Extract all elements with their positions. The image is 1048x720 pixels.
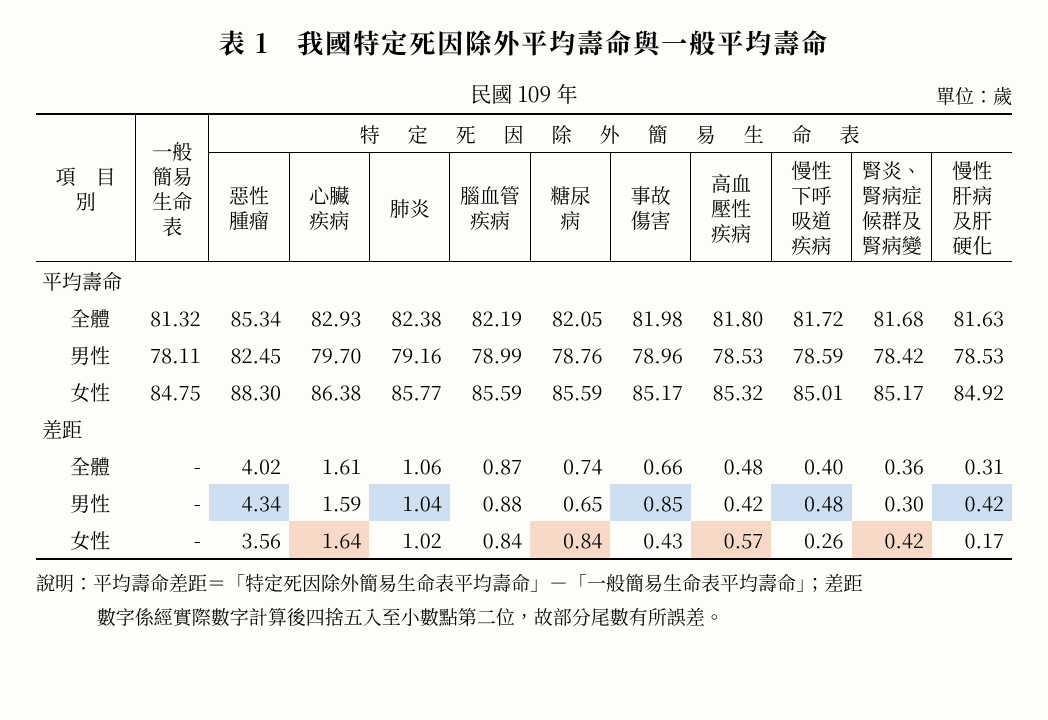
- gap-m-cell: 0.85: [610, 484, 690, 521]
- gap-m-cell: 0.30: [852, 484, 932, 521]
- cause-header: 肺炎: [369, 153, 449, 262]
- gap-f-cell: 0.84: [530, 521, 610, 559]
- rowhead-label: 項 目 別: [36, 114, 136, 262]
- life-all-cell: 81.98: [610, 299, 690, 336]
- cause-header: 糖尿 病: [530, 153, 610, 262]
- gap-f-label: 女性: [36, 521, 136, 559]
- life-all-cell: 82.19: [450, 299, 530, 336]
- gap-all-cell: 0.40: [771, 447, 851, 484]
- gap-m-cell: 0.65: [530, 484, 610, 521]
- gap-all-cell: 0.74: [530, 447, 610, 484]
- section-life: 平均壽命: [36, 262, 1012, 300]
- footnote: 說明：平均壽命差距＝「特定死因除外簡易生命表平均壽命」－「一般簡易生命表平均壽命…: [36, 566, 1012, 634]
- gap-f-cell: 0.42: [852, 521, 932, 559]
- gap-all-label: 全體: [36, 447, 136, 484]
- life-m-cell: 78.53: [932, 336, 1012, 373]
- life-all-cell: 81.32: [136, 299, 209, 336]
- gap-f-cell: 3.56: [209, 521, 289, 559]
- gap-m-cell: 4.34: [209, 484, 289, 521]
- life-all-cell: 85.34: [209, 299, 289, 336]
- life-f-cell: 85.17: [852, 373, 932, 410]
- life-m-cell: 78.96: [610, 336, 690, 373]
- gap-m-label: 男性: [36, 484, 136, 521]
- gap-all-cell: 0.48: [691, 447, 771, 484]
- gap-all-cell: 1.61: [289, 447, 369, 484]
- life-f-cell: 86.38: [289, 373, 369, 410]
- life-all-cell: 81.68: [852, 299, 932, 336]
- gap-m-cell: 1.59: [289, 484, 369, 521]
- gap-all-cell: 0.87: [450, 447, 530, 484]
- life-m-label: 男性: [36, 336, 136, 373]
- gap-m-cell: 1.04: [369, 484, 449, 521]
- gap-all-cell: 0.31: [932, 447, 1012, 484]
- gap-all-cell: 1.06: [369, 447, 449, 484]
- cause-header: 腦血管 疾病: [450, 153, 530, 262]
- life-all-cell: 82.93: [289, 299, 369, 336]
- year-label: 民國 109 年: [470, 79, 577, 109]
- gap-f-cell: 0.43: [610, 521, 690, 559]
- gap-f-cell: 0.26: [771, 521, 851, 559]
- life-f-cell: 85.59: [450, 373, 530, 410]
- col-span-causes: 特定死因除外簡易生命表: [209, 114, 1012, 153]
- gap-m-cell: 0.42: [691, 484, 771, 521]
- cause-header: 事故 傷害: [610, 153, 690, 262]
- life-m-cell: 78.99: [450, 336, 530, 373]
- gap-all-cell: 0.66: [610, 447, 690, 484]
- table-head: 項 目 別 一般 簡易 生命 表 特定死因除外簡易生命表 惡性 腫瘤心臟 疾病肺…: [36, 114, 1012, 262]
- life-m-cell: 79.70: [289, 336, 369, 373]
- cause-header: 高血 壓性 疾病: [691, 153, 771, 262]
- gap-m-cell: -: [136, 484, 209, 521]
- life-all-cell: 81.72: [771, 299, 851, 336]
- footnote-line2: 數字係經實際數字計算後四捨五入至小數點第二位，故部分尾數有所誤差。: [36, 600, 1012, 634]
- life-m-cell: 78.76: [530, 336, 610, 373]
- gap-f-cell: 0.57: [691, 521, 771, 559]
- life-all-cell: 82.38: [369, 299, 449, 336]
- unit-label: 單位：歲: [936, 82, 1012, 109]
- life-all-cell: 81.80: [691, 299, 771, 336]
- gap-f-cell: 0.84: [450, 521, 530, 559]
- life-f-cell: 84.75: [136, 373, 209, 410]
- life-m-cell: 79.16: [369, 336, 449, 373]
- life-all-label: 全體: [36, 299, 136, 336]
- gap-f-cell: 1.02: [369, 521, 449, 559]
- life-f-cell: 85.77: [369, 373, 449, 410]
- section-gap: 差距: [36, 410, 1012, 447]
- life-all-cell: 82.05: [530, 299, 610, 336]
- life-f-label: 女性: [36, 373, 136, 410]
- cause-header: 腎炎、 腎病症 候群及 腎病變: [852, 153, 932, 262]
- life-f-cell: 84.92: [932, 373, 1012, 410]
- life-f-cell: 85.17: [610, 373, 690, 410]
- table-title: 表 1 我國特定死因除外平均壽命與一般平均壽命: [36, 24, 1012, 61]
- col-general: 一般 簡易 生命 表: [136, 114, 209, 262]
- gap-m-cell: 0.48: [771, 484, 851, 521]
- gap-m-cell: 0.88: [450, 484, 530, 521]
- life-m-cell: 78.59: [771, 336, 851, 373]
- cause-header: 慢性 下呼 吸道 疾病: [771, 153, 851, 262]
- life-all-cell: 81.63: [932, 299, 1012, 336]
- gap-m-cell: 0.42: [932, 484, 1012, 521]
- table-subhead: 民國 109 年 單位：歲: [36, 79, 1012, 109]
- gap-f-cell: 0.17: [932, 521, 1012, 559]
- gap-f-cell: -: [136, 521, 209, 559]
- cause-header: 心臟 疾病: [289, 153, 369, 262]
- cause-header: 惡性 腫瘤: [209, 153, 289, 262]
- table-body: 平均壽命全體81.3285.3482.9382.3882.1982.0581.9…: [36, 262, 1012, 560]
- life-f-cell: 85.59: [530, 373, 610, 410]
- life-m-cell: 82.45: [209, 336, 289, 373]
- life-f-cell: 85.32: [691, 373, 771, 410]
- life-f-cell: 85.01: [771, 373, 851, 410]
- life-m-cell: 78.42: [852, 336, 932, 373]
- footnote-line1: 說明：平均壽命差距＝「特定死因除外簡易生命表平均壽命」－「一般簡易生命表平均壽命…: [36, 566, 1012, 600]
- life-m-cell: 78.53: [691, 336, 771, 373]
- life-table: 項 目 別 一般 簡易 生命 表 特定死因除外簡易生命表 惡性 腫瘤心臟 疾病肺…: [36, 113, 1012, 560]
- gap-f-cell: 1.64: [289, 521, 369, 559]
- life-f-cell: 88.30: [209, 373, 289, 410]
- cause-header: 慢性 肝病 及肝 硬化: [932, 153, 1012, 262]
- gap-all-cell: -: [136, 447, 209, 484]
- life-m-cell: 78.11: [136, 336, 209, 373]
- gap-all-cell: 0.36: [852, 447, 932, 484]
- gap-all-cell: 4.02: [209, 447, 289, 484]
